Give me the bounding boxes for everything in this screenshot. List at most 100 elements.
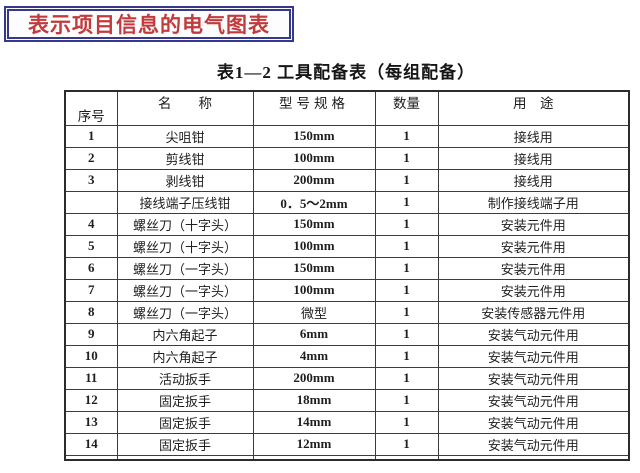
cell-name: 固定扳手 bbox=[116, 388, 254, 412]
cell-qty: 1 bbox=[374, 190, 439, 214]
cell-qty: 1 bbox=[374, 256, 439, 280]
cell-name: 剪线钳 bbox=[116, 146, 254, 170]
cell-no: 10 bbox=[64, 344, 118, 368]
cell-qty: 1 bbox=[374, 344, 439, 368]
table-row: 7 螺丝刀（一字头） 100mm 1 安装元件用 bbox=[64, 278, 630, 302]
cell-use: 安装气动元件用 bbox=[437, 344, 630, 368]
cell-spec: 100mm bbox=[252, 278, 376, 302]
cell-qty: 1 bbox=[374, 388, 439, 412]
cell-spec: 4mm bbox=[252, 344, 376, 368]
cell-use: 安装气动元件用 bbox=[437, 432, 630, 456]
cell-name: 螺丝刀（一字头） bbox=[116, 256, 254, 280]
cell-qty: 1 bbox=[374, 278, 439, 302]
cell-use: 安装传感器元件用 bbox=[437, 300, 630, 324]
partial-next-row bbox=[64, 454, 630, 461]
cell-no: 4 bbox=[64, 212, 118, 236]
cell-name: 螺丝刀（一字头） bbox=[116, 278, 254, 302]
table-row: 2 剪线钳 100mm 1 接线用 bbox=[64, 146, 630, 170]
cell-no: 9 bbox=[64, 322, 118, 346]
table-row: 13 固定扳手 14mm 1 安装气动元件用 bbox=[64, 410, 630, 434]
cell-spec: 100mm bbox=[252, 146, 376, 170]
cell-qty: 1 bbox=[374, 234, 439, 258]
cell-no: 2 bbox=[64, 146, 118, 170]
tool-allocation-table: 序号 名 称 型号规格 数量 用 途 1 尖咀钳 150mm 1 接线用 2 剪… bbox=[64, 90, 630, 461]
table-row: 接线端子压线钳 0．5～2mm 1 制作接线端子用 bbox=[64, 190, 630, 214]
cell-no: 12 bbox=[64, 388, 118, 412]
table-row: 12 固定扳手 18mm 1 安装气动元件用 bbox=[64, 388, 630, 412]
cell-name: 固定扳手 bbox=[116, 410, 254, 434]
table-row: 11 活动扳手 200mm 1 安装气动元件用 bbox=[64, 366, 630, 390]
banner-title: 表示项目信息的电气图表 bbox=[28, 13, 270, 37]
cell-no bbox=[64, 190, 118, 214]
cell-qty: 1 bbox=[374, 410, 439, 434]
cell-use: 安装元件用 bbox=[437, 256, 630, 280]
cell-no: 5 bbox=[64, 234, 118, 258]
cell-spec: 150mm bbox=[252, 256, 376, 280]
cell-qty: 1 bbox=[374, 212, 439, 236]
cell-qty: 1 bbox=[374, 366, 439, 390]
cell-no: 11 bbox=[64, 366, 118, 390]
cell-no: 7 bbox=[64, 278, 118, 302]
header-cell-spec: 型号规格 bbox=[252, 90, 376, 126]
cell-spec: 微型 bbox=[252, 300, 376, 324]
red-title-banner: 表示项目信息的电气图表 bbox=[4, 6, 294, 42]
cell-spec: 200mm bbox=[252, 366, 376, 390]
table-row: 14 固定扳手 12mm 1 安装气动元件用 bbox=[64, 432, 630, 456]
table-row: 8 螺丝刀（一字头） 微型 1 安装传感器元件用 bbox=[64, 300, 630, 324]
header-cell-name: 名 称 bbox=[116, 90, 254, 126]
table-row: 9 内六角起子 6mm 1 安装气动元件用 bbox=[64, 322, 630, 346]
cell-name: 剥线钳 bbox=[116, 168, 254, 192]
table-row: 1 尖咀钳 150mm 1 接线用 bbox=[64, 124, 630, 148]
cell-qty: 1 bbox=[374, 168, 439, 192]
cell-no: 3 bbox=[64, 168, 118, 192]
cell-spec: 100mm bbox=[252, 234, 376, 258]
cell-spec: 6mm bbox=[252, 322, 376, 346]
header-cell-no: 序号 bbox=[64, 90, 118, 126]
table-row: 4 螺丝刀（十字头） 150mm 1 安装元件用 bbox=[64, 212, 630, 236]
table-row: 5 螺丝刀（十字头） 100mm 1 安装元件用 bbox=[64, 234, 630, 258]
header-cell-qty: 数量 bbox=[374, 90, 439, 126]
cell-no: 6 bbox=[64, 256, 118, 280]
cell-name: 接线端子压线钳 bbox=[116, 190, 254, 214]
cell-use: 接线用 bbox=[437, 124, 630, 148]
cell-name: 螺丝刀（一字头） bbox=[116, 300, 254, 324]
header-cell-use: 用 途 bbox=[437, 90, 630, 126]
cell-qty: 1 bbox=[374, 124, 439, 148]
cell-name: 内六角起子 bbox=[116, 322, 254, 346]
table-row: 3 剥线钳 200mm 1 接线用 bbox=[64, 168, 630, 192]
cell-use: 安装元件用 bbox=[437, 234, 630, 258]
cell-qty: 1 bbox=[374, 322, 439, 346]
cell-use: 制作接线端子用 bbox=[437, 190, 630, 214]
table-row: 10 内六角起子 4mm 1 安装气动元件用 bbox=[64, 344, 630, 368]
cell-name: 内六角起子 bbox=[116, 344, 254, 368]
cell-no: 14 bbox=[64, 432, 118, 456]
cell-use: 安装气动元件用 bbox=[437, 322, 630, 346]
cell-use: 安装元件用 bbox=[437, 278, 630, 302]
cell-spec: 150mm bbox=[252, 124, 376, 148]
cell-spec: 200mm bbox=[252, 168, 376, 192]
cell-name: 螺丝刀（十字头） bbox=[116, 212, 254, 236]
cell-use: 安装气动元件用 bbox=[437, 366, 630, 390]
cell-spec: 18mm bbox=[252, 388, 376, 412]
cell-use: 接线用 bbox=[437, 146, 630, 170]
cell-no: 8 bbox=[64, 300, 118, 324]
cell-spec: 0．5～2mm bbox=[252, 190, 376, 214]
table-caption: 表1—2 工具配备表（每组配备） bbox=[216, 63, 476, 82]
cell-name: 固定扳手 bbox=[116, 432, 254, 456]
cell-name: 尖咀钳 bbox=[116, 124, 254, 148]
cell-use: 安装气动元件用 bbox=[437, 410, 630, 434]
header-row: 序号 名 称 型号规格 数量 用 途 bbox=[64, 90, 630, 126]
cell-name: 活动扳手 bbox=[116, 366, 254, 390]
cell-qty: 1 bbox=[374, 146, 439, 170]
cell-spec: 12mm bbox=[252, 432, 376, 456]
cell-no: 13 bbox=[64, 410, 118, 434]
table-row: 6 螺丝刀（一字头） 150mm 1 安装元件用 bbox=[64, 256, 630, 280]
cell-qty: 1 bbox=[374, 300, 439, 324]
cell-use: 安装元件用 bbox=[437, 212, 630, 236]
cell-spec: 14mm bbox=[252, 410, 376, 434]
cell-qty: 1 bbox=[374, 432, 439, 456]
cell-spec: 150mm bbox=[252, 212, 376, 236]
cell-no: 1 bbox=[64, 124, 118, 148]
cell-use: 接线用 bbox=[437, 168, 630, 192]
